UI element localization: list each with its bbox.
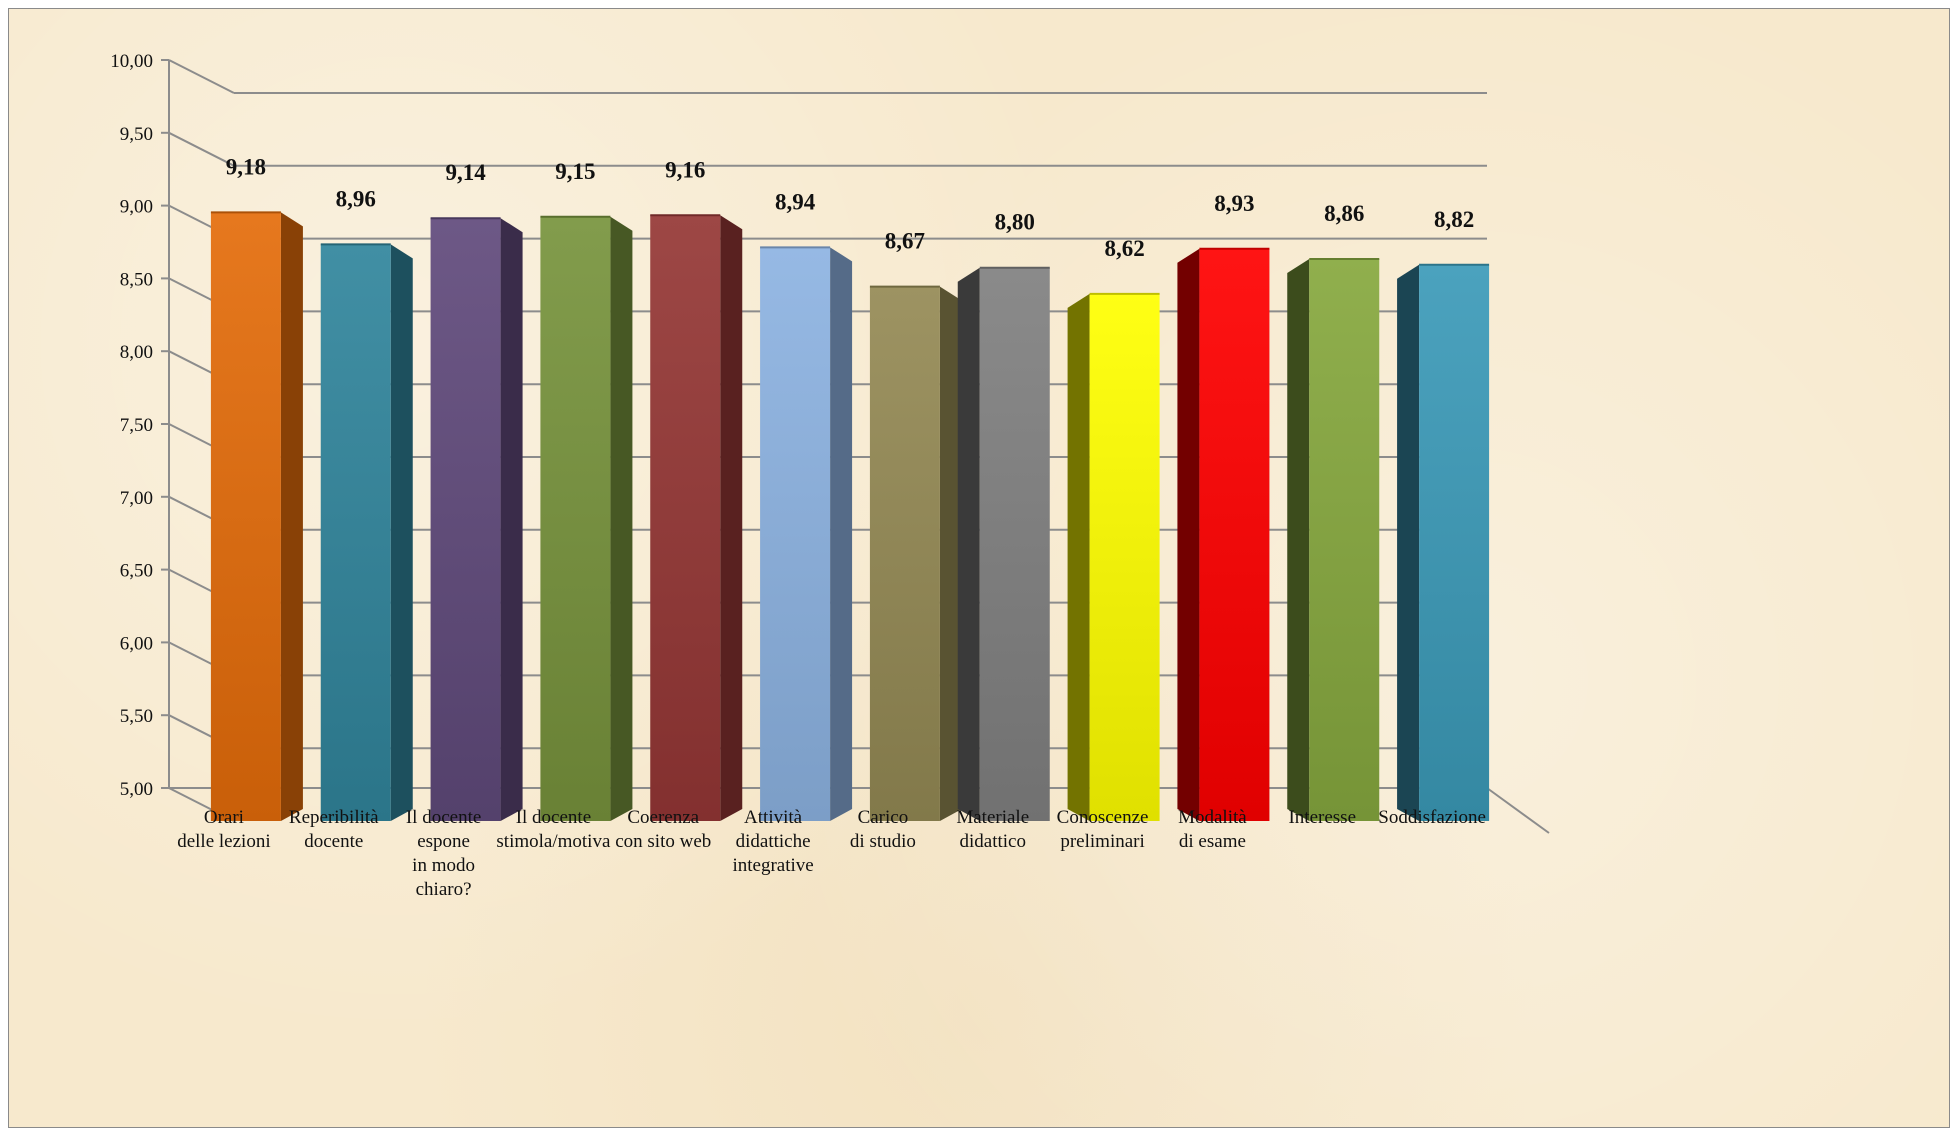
bar-group bbox=[869, 285, 962, 821]
x-tick-label: Materiale didattico bbox=[956, 807, 1029, 852]
x-tick-label: Reperibilità docente bbox=[289, 807, 379, 852]
bar-group bbox=[957, 266, 1050, 822]
bar bbox=[430, 218, 501, 821]
bar-group bbox=[760, 246, 853, 821]
data-label: 9,14 bbox=[445, 160, 486, 185]
x-tick-label: Interesse bbox=[1288, 807, 1356, 828]
bar bbox=[1419, 264, 1490, 821]
gridline-diagonal bbox=[168, 59, 235, 94]
data-label: 8,86 bbox=[1324, 201, 1364, 226]
bar-side bbox=[500, 218, 523, 821]
bars bbox=[210, 211, 1490, 822]
data-label: 9,15 bbox=[555, 159, 595, 184]
floor-edge-right bbox=[1486, 787, 1550, 834]
y-tick-label: 6,00 bbox=[120, 633, 153, 654]
bar-group bbox=[540, 215, 633, 821]
bar bbox=[869, 286, 940, 821]
bar-side bbox=[390, 244, 413, 821]
bar bbox=[979, 267, 1050, 822]
bar bbox=[760, 247, 831, 821]
bar-side bbox=[1177, 248, 1200, 822]
x-tick-label: Orari delle lezioni bbox=[177, 807, 270, 852]
bar-group bbox=[1177, 247, 1270, 822]
y-tick-label: 10,00 bbox=[110, 51, 153, 72]
bar-side bbox=[720, 215, 743, 821]
y-tick-label: 7,50 bbox=[120, 415, 153, 436]
y-tick-label: 9,00 bbox=[120, 197, 153, 218]
data-label: 8,82 bbox=[1434, 207, 1474, 232]
bar-side bbox=[280, 212, 303, 822]
data-label: 8,93 bbox=[1214, 191, 1254, 216]
x-tick-label: Coerenza con sito web bbox=[615, 807, 711, 852]
bar bbox=[320, 244, 391, 821]
data-label: 8,80 bbox=[995, 210, 1035, 235]
data-label: 8,96 bbox=[336, 186, 376, 211]
data-label: 9,18 bbox=[226, 154, 266, 179]
labels: 9,18 Orari delle lezioni 8,96 Reperibilità do… bbox=[177, 154, 1486, 900]
bar-group bbox=[430, 217, 523, 821]
y-tick-label: 7,00 bbox=[120, 488, 153, 509]
bar-side bbox=[1287, 258, 1310, 821]
bar-side bbox=[957, 267, 980, 822]
bar-group bbox=[320, 243, 413, 821]
bar-side bbox=[1067, 293, 1090, 822]
data-label: 8,62 bbox=[1104, 236, 1144, 261]
y-tick-label: 8,50 bbox=[120, 269, 153, 290]
bar-chart: 5,00 5,50 6,00 6,50 7,00 7,50 8,00 8,50 9,00 9,50… bbox=[110, 51, 1550, 900]
bar-group bbox=[1287, 257, 1380, 821]
y-tick-label: 6,50 bbox=[120, 561, 153, 582]
x-tick-label: Conoscenze preliminari bbox=[1057, 807, 1149, 852]
x-tick-label: Attività didattiche integrative bbox=[732, 807, 813, 876]
bar bbox=[540, 216, 611, 821]
bar-group bbox=[1067, 292, 1160, 822]
y-tick-label: 8,00 bbox=[120, 342, 153, 363]
bar bbox=[650, 215, 721, 821]
bar-side bbox=[939, 286, 962, 821]
x-tick-label: Modalità di esame bbox=[1178, 807, 1247, 852]
y-tick-label: 5,50 bbox=[120, 706, 153, 727]
bar-group bbox=[1397, 263, 1490, 821]
y-tick-label: 5,00 bbox=[120, 779, 153, 800]
x-tick-label: Il docente stimola/motiva bbox=[496, 807, 611, 852]
data-label: 8,67 bbox=[885, 229, 925, 254]
bar-group bbox=[650, 214, 743, 821]
data-label: 9,16 bbox=[665, 157, 705, 182]
x-tick-label: Soddisfazione bbox=[1378, 807, 1486, 828]
x-tick-label: Carico di studio bbox=[850, 807, 916, 852]
bar-side bbox=[1397, 264, 1420, 821]
y-tick-label: 9,50 bbox=[120, 124, 153, 145]
bar bbox=[1199, 248, 1270, 822]
bar-side bbox=[610, 216, 633, 821]
data-label: 8,94 bbox=[775, 189, 816, 214]
bar bbox=[210, 212, 281, 822]
bar bbox=[1089, 293, 1160, 822]
x-tick-label: Il docente espone in modo chiaro? bbox=[406, 807, 481, 900]
gridline-diagonal bbox=[168, 131, 235, 167]
bar-side bbox=[830, 247, 853, 821]
chart-area: 5,00 5,50 6,00 6,50 7,00 7,50 8,00 8,50 9,00 9,50… bbox=[8, 8, 1950, 1128]
bar bbox=[1309, 258, 1380, 821]
bar-group bbox=[210, 211, 303, 822]
